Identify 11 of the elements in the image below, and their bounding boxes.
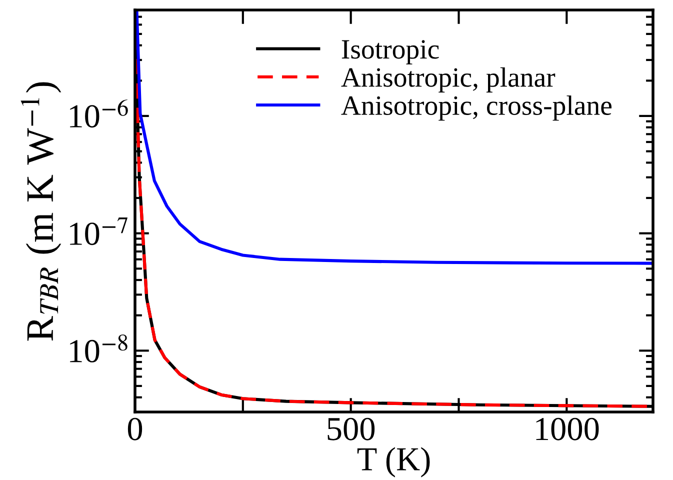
- y-axis-title: R$_{TBR}$ (m K W$^{−1}$): [20, 82, 62, 341]
- x-tick-label: 1000: [536, 418, 599, 440]
- x-axis-title: T (K): [357, 447, 430, 478]
- y-tick-label: 10$^{−8}$: [70, 334, 128, 362]
- y-tick-label: 10$^{−6}$: [70, 100, 128, 128]
- legend-label: Isotropic: [342, 40, 439, 64]
- x-tick-label: 500: [328, 418, 375, 440]
- x-tick-label: 0: [128, 418, 142, 440]
- y-tick-label: 10$^{−7}$: [70, 218, 128, 246]
- legend-label: Anisotropic, cross-plane: [341, 95, 612, 121]
- legend-label: Anisotropic, planar: [341, 67, 556, 93]
